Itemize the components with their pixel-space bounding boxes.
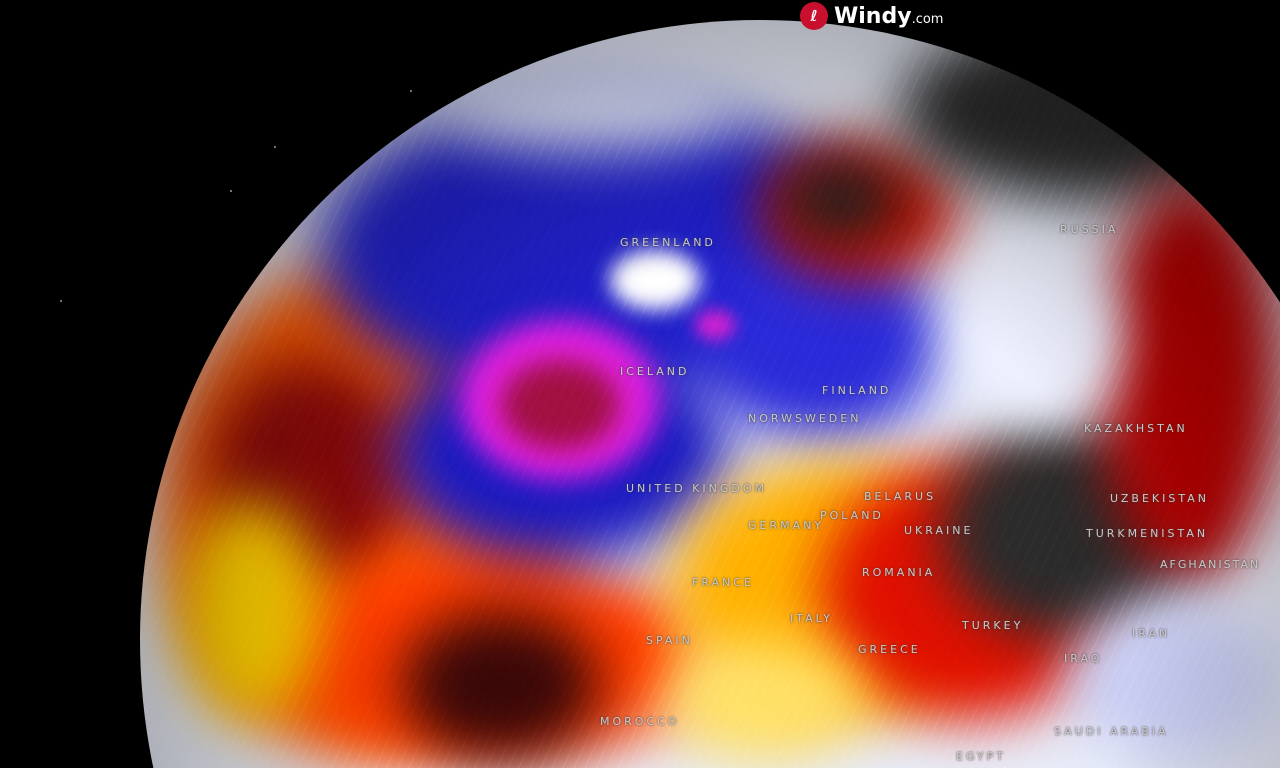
label-finland: FINLAND — [822, 384, 892, 397]
label-turkmenistan: TURKMENISTAN — [1086, 527, 1209, 540]
label-saudi-arabia: SAUDI ARABIA — [1054, 725, 1169, 738]
weather-globe-map[interactable] — [140, 20, 1280, 768]
label-poland: POLAND — [820, 509, 884, 522]
label-belarus: BELARUS — [864, 490, 937, 503]
label-iran: IRAN — [1132, 627, 1171, 640]
label-greenland: GREENLAND — [620, 236, 716, 249]
label-germany: GERMANY — [748, 519, 825, 532]
label-morocco: MOROCCO — [600, 715, 680, 728]
label-iraq: IRAQ — [1064, 652, 1103, 665]
windy-logo-icon: ℓ — [800, 2, 828, 30]
label-turkey: TURKEY — [962, 619, 1024, 632]
label-italy: ITALY — [790, 612, 834, 625]
label-ukraine: UKRAINE — [904, 524, 974, 537]
brand-suffix: .com — [911, 11, 944, 27]
label-uzbekistan: UZBEKISTAN — [1110, 492, 1209, 505]
label-france: FRANCE — [692, 576, 754, 589]
label-iceland: ICELAND — [620, 365, 690, 378]
label-greece: GREECE — [858, 643, 921, 656]
label-romania: ROMANIA — [862, 566, 936, 579]
label-russia: RUSSIA — [1060, 223, 1119, 236]
label-afghanistan: AFGHANISTAN — [1160, 558, 1261, 571]
brand-name: Windy — [834, 3, 912, 29]
label-united-kingdom: UNITED KINGDOM — [626, 482, 767, 495]
label-norway-sweden: NORWSWEDEN — [748, 412, 862, 425]
label-egypt: EGYPT — [956, 750, 1006, 763]
label-kazakhstan: KAZAKHSTAN — [1084, 422, 1188, 435]
windy-logo[interactable]: ℓ Windy.com — [800, 2, 943, 30]
label-spain: SPAIN — [646, 634, 693, 647]
